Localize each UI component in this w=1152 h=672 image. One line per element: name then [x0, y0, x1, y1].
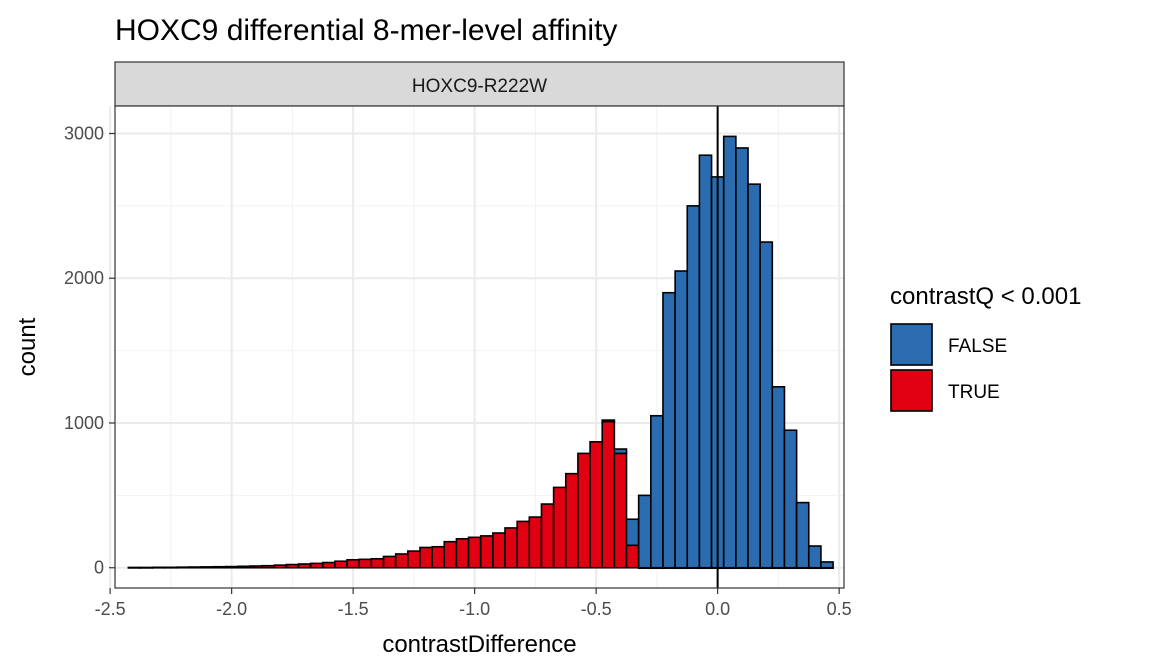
x-tick-label: -1.5: [338, 599, 369, 619]
x-tick-label: 0.0: [705, 599, 730, 619]
bar-false: [783, 429, 798, 569]
bar-false: [601, 419, 616, 423]
bar-true: [431, 545, 446, 569]
bar-true: [625, 544, 640, 569]
x-tick-label: -2.5: [95, 599, 126, 619]
legend-label-true: TRUE: [948, 382, 1000, 403]
bar-false: [820, 561, 834, 569]
bar-true: [492, 532, 506, 569]
bar-true: [285, 563, 300, 569]
y-tick-label: 1000: [64, 413, 104, 433]
x-axis-title: contrastDifference: [382, 631, 576, 658]
x-axis: -2.5 -2.0 -1.5 -1.0 -0.5 0.0 0.5: [95, 588, 852, 619]
bar-true: [127, 566, 142, 569]
bar-true: [589, 441, 604, 569]
bar-true: [249, 565, 263, 569]
bar-true: [346, 558, 361, 569]
x-tick-label: 0.5: [827, 599, 852, 619]
bar-true: [407, 550, 421, 569]
bar-true: [321, 561, 336, 569]
bar-false: [747, 183, 761, 569]
bar-true: [419, 546, 433, 569]
bar-false: [795, 501, 810, 569]
chart-title: HOXC9 differential 8-mer-level affinity: [115, 14, 617, 47]
facet-strip: [114, 61, 845, 107]
x-tick-label: -2.0: [216, 599, 247, 619]
bar-true: [297, 563, 312, 569]
bar-true: [552, 486, 567, 569]
bar-false: [650, 414, 664, 569]
bar-true: [613, 452, 628, 569]
bar-true: [394, 553, 409, 569]
bar-false: [625, 518, 640, 547]
bar-false: [637, 494, 652, 569]
bar-true: [564, 472, 579, 569]
y-axis-title: count: [14, 317, 41, 376]
bar-false: [735, 147, 749, 569]
bar-true: [188, 566, 203, 569]
bar-false: [613, 448, 628, 455]
legend-key-false: [890, 323, 933, 366]
bar-false: [698, 154, 713, 569]
bar-true: [200, 566, 215, 569]
bar-true: [504, 527, 518, 569]
bar-true: [382, 555, 397, 569]
bar-true: [540, 503, 555, 569]
bar-true: [334, 560, 348, 569]
legend-title: contrastQ < 0.001: [890, 283, 1081, 310]
bar-true: [261, 564, 275, 569]
legend-label-false: FALSE: [948, 336, 1007, 357]
y-tick-label: 3000: [64, 124, 104, 144]
bar-true: [309, 562, 324, 569]
bar-true: [467, 536, 482, 569]
legend: contrastQ < 0.001 FALSE TRUE: [890, 283, 1081, 412]
bar-false: [771, 386, 786, 569]
bar-true: [455, 537, 470, 569]
bar-false: [686, 205, 701, 569]
bar-true: [479, 535, 494, 569]
bar-true: [601, 420, 616, 569]
bar-true: [528, 516, 543, 569]
bar-false: [807, 545, 822, 569]
y-axis: 0 1000 2000 3000: [64, 124, 115, 578]
bar-true: [516, 520, 531, 569]
bar-true: [164, 566, 178, 569]
bar-true: [176, 566, 190, 569]
legend-entries: FALSE TRUE: [890, 323, 1007, 412]
legend-key-true: [890, 369, 933, 412]
x-tick-label: -0.5: [581, 599, 612, 619]
bar-true: [370, 557, 385, 569]
panel-border: [114, 105, 845, 589]
bar-false: [662, 291, 676, 569]
y-tick-label: 2000: [64, 268, 104, 288]
bar-true: [358, 558, 373, 569]
bar-true: [151, 566, 166, 569]
bar-true: [577, 452, 591, 569]
bar-true: [273, 564, 288, 569]
bar-true: [236, 565, 251, 569]
facet-strip-label: HOXC9-R222W: [412, 76, 547, 97]
bar-false: [759, 241, 774, 569]
bar-false: [722, 135, 737, 569]
y-tick-label: 0: [94, 558, 104, 578]
bar-true: [212, 565, 227, 569]
x-tick-label: -1.0: [459, 599, 490, 619]
bar-true: [443, 540, 458, 569]
bar-true: [224, 565, 239, 569]
bar-true: [139, 566, 154, 569]
bar-false: [674, 270, 689, 569]
